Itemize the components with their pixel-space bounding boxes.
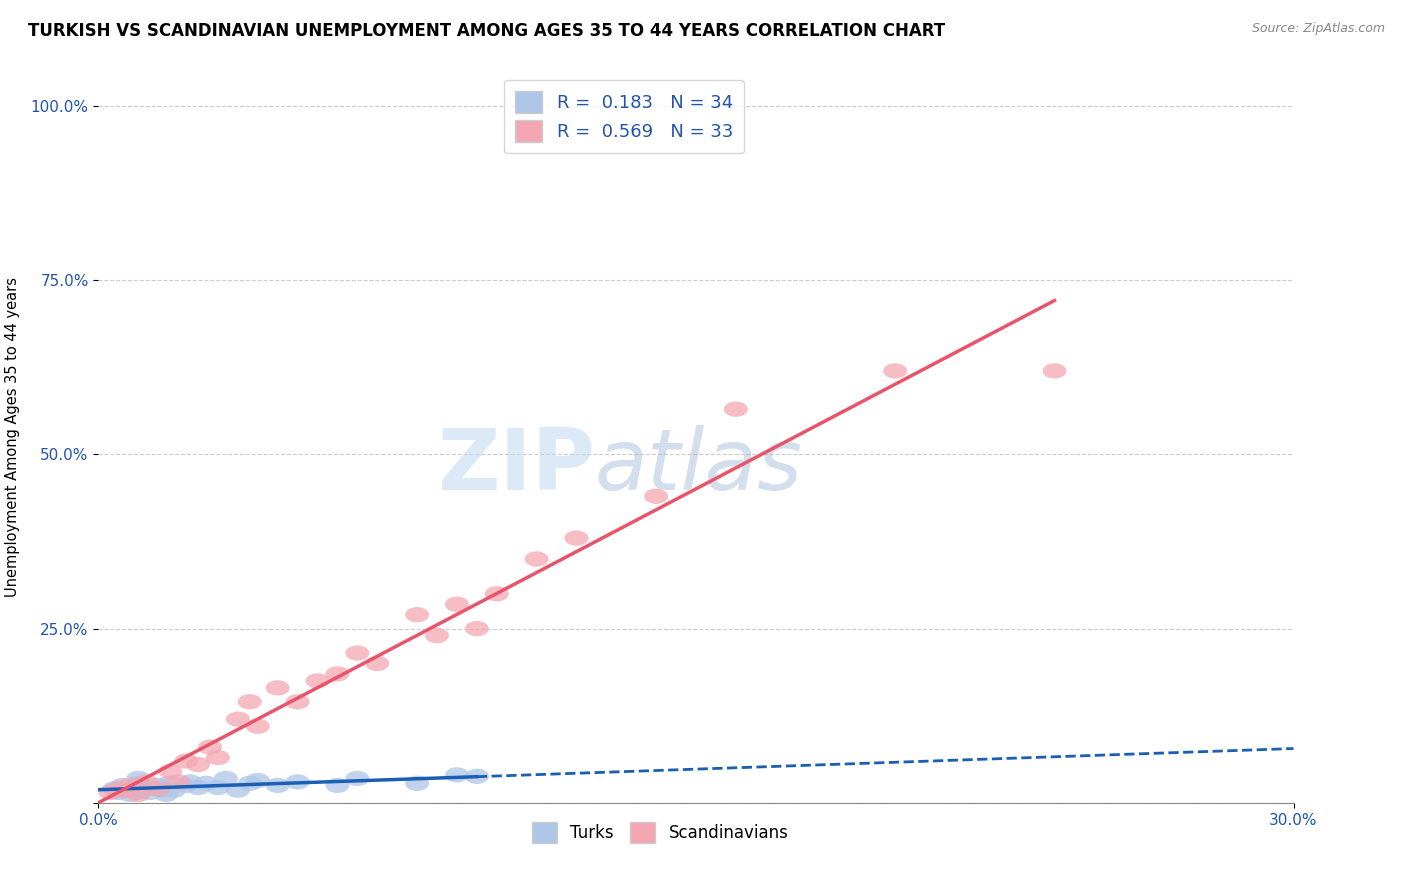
Ellipse shape (246, 772, 270, 789)
Ellipse shape (122, 780, 146, 795)
Ellipse shape (155, 787, 179, 802)
Ellipse shape (305, 673, 329, 689)
Ellipse shape (285, 694, 309, 709)
Ellipse shape (207, 750, 231, 765)
Ellipse shape (238, 694, 262, 709)
Ellipse shape (346, 646, 370, 661)
Ellipse shape (326, 666, 350, 681)
Ellipse shape (186, 780, 209, 795)
Ellipse shape (405, 607, 429, 623)
Ellipse shape (198, 739, 222, 755)
Ellipse shape (1043, 363, 1067, 378)
Ellipse shape (127, 787, 150, 802)
Ellipse shape (142, 781, 166, 797)
Ellipse shape (135, 774, 159, 789)
Ellipse shape (266, 681, 290, 696)
Ellipse shape (186, 756, 209, 772)
Ellipse shape (207, 780, 231, 795)
Ellipse shape (174, 778, 198, 793)
Ellipse shape (465, 621, 489, 636)
Text: atlas: atlas (595, 425, 803, 508)
Ellipse shape (346, 771, 370, 786)
Ellipse shape (131, 782, 155, 798)
Ellipse shape (246, 719, 270, 734)
Ellipse shape (135, 780, 159, 795)
Ellipse shape (159, 764, 183, 779)
Ellipse shape (285, 774, 309, 789)
Ellipse shape (883, 363, 907, 378)
Legend: Turks, Scandinavians: Turks, Scandinavians (524, 815, 796, 849)
Ellipse shape (179, 774, 202, 789)
Ellipse shape (146, 781, 170, 797)
Ellipse shape (127, 776, 150, 791)
Ellipse shape (138, 785, 162, 800)
Ellipse shape (118, 778, 142, 793)
Ellipse shape (266, 778, 290, 793)
Ellipse shape (524, 551, 548, 566)
Ellipse shape (465, 769, 489, 784)
Ellipse shape (127, 785, 150, 800)
Ellipse shape (150, 782, 174, 798)
Ellipse shape (405, 776, 429, 791)
Ellipse shape (162, 782, 186, 798)
Ellipse shape (118, 787, 142, 802)
Ellipse shape (107, 781, 131, 797)
Ellipse shape (159, 776, 183, 791)
Ellipse shape (127, 771, 150, 786)
Ellipse shape (446, 597, 470, 612)
Ellipse shape (226, 712, 250, 727)
Ellipse shape (111, 778, 135, 793)
Ellipse shape (425, 628, 449, 643)
Ellipse shape (114, 782, 138, 798)
Ellipse shape (238, 776, 262, 791)
Ellipse shape (107, 785, 131, 800)
Ellipse shape (194, 776, 218, 791)
Ellipse shape (166, 774, 190, 789)
Text: Source: ZipAtlas.com: Source: ZipAtlas.com (1251, 22, 1385, 36)
Ellipse shape (366, 656, 389, 671)
Ellipse shape (174, 754, 198, 769)
Ellipse shape (724, 401, 748, 417)
Ellipse shape (214, 771, 238, 786)
Ellipse shape (485, 586, 509, 601)
Ellipse shape (114, 782, 138, 798)
Text: ZIP: ZIP (437, 425, 595, 508)
Ellipse shape (326, 778, 350, 793)
Ellipse shape (644, 489, 668, 504)
Ellipse shape (146, 778, 170, 793)
Ellipse shape (98, 785, 122, 800)
Y-axis label: Unemployment Among Ages 35 to 44 years: Unemployment Among Ages 35 to 44 years (4, 277, 20, 597)
Ellipse shape (226, 782, 250, 798)
Ellipse shape (565, 531, 589, 546)
Ellipse shape (103, 781, 127, 797)
Ellipse shape (446, 767, 470, 782)
Text: TURKISH VS SCANDINAVIAN UNEMPLOYMENT AMONG AGES 35 TO 44 YEARS CORRELATION CHART: TURKISH VS SCANDINAVIAN UNEMPLOYMENT AMO… (28, 22, 945, 40)
